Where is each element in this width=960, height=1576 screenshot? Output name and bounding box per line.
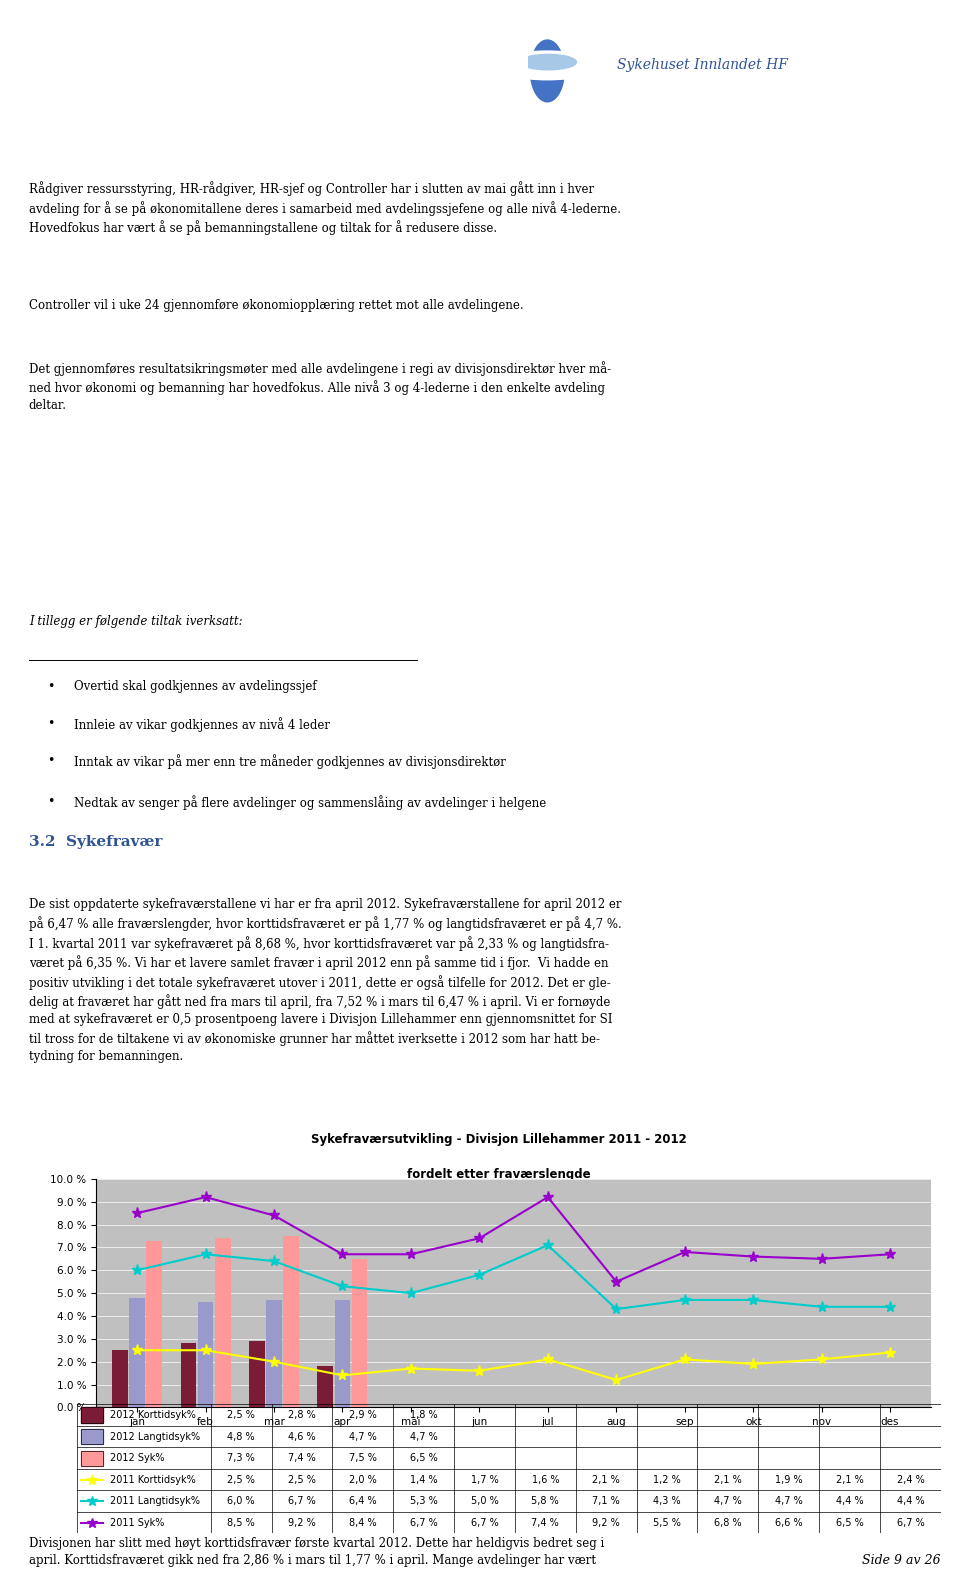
- Text: Inntak av vikar på mer enn tre måneder godkjennes av divisjonsdirektør: Inntak av vikar på mer enn tre måneder g…: [74, 753, 506, 769]
- Text: 5,3 %: 5,3 %: [410, 1496, 438, 1507]
- Text: fordelt etter fraværslengde: fordelt etter fraværslengde: [407, 1168, 591, 1180]
- Text: 1,8 %: 1,8 %: [410, 1411, 438, 1420]
- Text: 9,2 %: 9,2 %: [288, 1518, 316, 1527]
- Text: 4,4 %: 4,4 %: [836, 1496, 863, 1507]
- Text: 4,7 %: 4,7 %: [714, 1496, 742, 1507]
- Bar: [81, 1450, 103, 1466]
- Text: 2011 Langtidsyk%: 2011 Langtidsyk%: [109, 1496, 200, 1507]
- Text: 2,1 %: 2,1 %: [835, 1475, 863, 1485]
- Text: 2,5 %: 2,5 %: [288, 1475, 316, 1485]
- Text: 8,4 %: 8,4 %: [349, 1518, 376, 1527]
- Bar: [249, 1341, 265, 1407]
- Bar: [81, 1407, 103, 1423]
- Text: 2,5 %: 2,5 %: [228, 1475, 255, 1485]
- Text: 6,5 %: 6,5 %: [410, 1453, 438, 1463]
- Text: 7,3 %: 7,3 %: [228, 1453, 255, 1463]
- Bar: [318, 1366, 333, 1407]
- Text: 2012 Korttidsyk%: 2012 Korttidsyk%: [109, 1411, 196, 1420]
- Text: 2,8 %: 2,8 %: [288, 1411, 316, 1420]
- Bar: [351, 1259, 368, 1407]
- Text: 7,1 %: 7,1 %: [592, 1496, 620, 1507]
- Text: 2011 Korttidsyk%: 2011 Korttidsyk%: [109, 1475, 196, 1485]
- Bar: [146, 1240, 162, 1407]
- Circle shape: [520, 54, 576, 69]
- Circle shape: [495, 50, 600, 80]
- Text: 6,7 %: 6,7 %: [897, 1518, 924, 1527]
- Text: Innleie av vikar godkjennes av nivå 4 leder: Innleie av vikar godkjennes av nivå 4 le…: [74, 717, 330, 731]
- Bar: [266, 1300, 282, 1407]
- Text: 8,5 %: 8,5 %: [228, 1518, 255, 1527]
- Text: 6,7 %: 6,7 %: [288, 1496, 316, 1507]
- Text: 7,4 %: 7,4 %: [532, 1518, 560, 1527]
- Text: 4,8 %: 4,8 %: [228, 1431, 255, 1442]
- Text: 9,2 %: 9,2 %: [592, 1518, 620, 1527]
- Text: 3.2  Sykefravær: 3.2 Sykefravær: [29, 835, 162, 849]
- Text: 2011 Syk%: 2011 Syk%: [109, 1518, 164, 1527]
- Bar: [180, 1343, 196, 1407]
- Text: •: •: [47, 794, 54, 808]
- Text: 2,1 %: 2,1 %: [592, 1475, 620, 1485]
- Text: Side 9 av 26: Side 9 av 26: [862, 1554, 941, 1567]
- Text: Divisjonen har slitt med høyt korttidsfravær første kvartal 2012. Dette har held: Divisjonen har slitt med høyt korttidsfr…: [29, 1537, 604, 1567]
- Polygon shape: [531, 39, 564, 102]
- Text: 6,0 %: 6,0 %: [228, 1496, 255, 1507]
- Bar: [81, 1407, 103, 1423]
- Text: 1,7 %: 1,7 %: [470, 1475, 498, 1485]
- Text: 5,5 %: 5,5 %: [653, 1518, 681, 1527]
- Bar: [130, 1297, 145, 1407]
- Bar: [215, 1239, 230, 1407]
- Text: 7,4 %: 7,4 %: [288, 1453, 316, 1463]
- Text: 6,5 %: 6,5 %: [835, 1518, 863, 1527]
- Text: 4,4 %: 4,4 %: [897, 1496, 924, 1507]
- Text: 4,6 %: 4,6 %: [288, 1431, 316, 1442]
- Bar: [81, 1450, 103, 1466]
- Bar: [335, 1300, 350, 1407]
- Text: 6,8 %: 6,8 %: [714, 1518, 742, 1527]
- Bar: [81, 1429, 103, 1444]
- Text: 4,3 %: 4,3 %: [653, 1496, 681, 1507]
- Text: •: •: [47, 681, 54, 693]
- Text: 2,1 %: 2,1 %: [714, 1475, 742, 1485]
- Text: Nedtak av senger på flere avdelinger og sammenslåing av avdelinger i helgene: Nedtak av senger på flere avdelinger og …: [74, 794, 546, 810]
- Text: Sykehuset Innlandet HF: Sykehuset Innlandet HF: [616, 58, 787, 72]
- Text: De sist oppdaterte sykefraværstallene vi har er fra april 2012. Sykefraværstalle: De sist oppdaterte sykefraværstallene vi…: [29, 898, 621, 1064]
- Text: 1,4 %: 1,4 %: [410, 1475, 438, 1485]
- Text: 2012 Syk%: 2012 Syk%: [109, 1453, 164, 1463]
- Text: 2,4 %: 2,4 %: [897, 1475, 924, 1485]
- Text: 7,5 %: 7,5 %: [348, 1453, 376, 1463]
- Text: 1,2 %: 1,2 %: [653, 1475, 681, 1485]
- Text: 4,7 %: 4,7 %: [348, 1431, 376, 1442]
- Text: 6,6 %: 6,6 %: [775, 1518, 803, 1527]
- Text: •: •: [47, 717, 54, 730]
- Text: 2,5 %: 2,5 %: [228, 1411, 255, 1420]
- Bar: [198, 1302, 213, 1407]
- Text: 5,8 %: 5,8 %: [532, 1496, 560, 1507]
- Text: 2,0 %: 2,0 %: [348, 1475, 376, 1485]
- Text: 5,0 %: 5,0 %: [470, 1496, 498, 1507]
- Text: 1,9 %: 1,9 %: [775, 1475, 803, 1485]
- Text: 6,7 %: 6,7 %: [470, 1518, 498, 1527]
- Bar: [112, 1351, 128, 1407]
- Text: Controller vil i uke 24 gjennomføre økonomiopplæring rettet mot alle avdelingene: Controller vil i uke 24 gjennomføre økon…: [29, 299, 523, 312]
- Text: Sykefraværsutvikling - Divisjon Lillehammer 2011 - 2012: Sykefraværsutvikling - Divisjon Lilleham…: [311, 1133, 687, 1146]
- Text: Overtid skal godkjennes av avdelingssjef: Overtid skal godkjennes av avdelingssjef: [74, 681, 317, 693]
- Text: I tillegg er følgende tiltak iverksatt:: I tillegg er følgende tiltak iverksatt:: [29, 615, 243, 627]
- Text: 6,4 %: 6,4 %: [349, 1496, 376, 1507]
- Text: 4,7 %: 4,7 %: [775, 1496, 803, 1507]
- Bar: [283, 1236, 299, 1407]
- Text: 1,6 %: 1,6 %: [532, 1475, 559, 1485]
- Text: Rådgiver ressursstyring, HR-rådgiver, HR-sjef og Controller har i slutten av mai: Rådgiver ressursstyring, HR-rådgiver, HR…: [29, 181, 621, 235]
- Text: 4,7 %: 4,7 %: [410, 1431, 438, 1442]
- Text: 2012 Langtidsyk%: 2012 Langtidsyk%: [109, 1431, 200, 1442]
- Bar: [81, 1429, 103, 1444]
- Text: Det gjennomføres resultatsikringsmøter med alle avdelingene i regi av divisjonsd: Det gjennomføres resultatsikringsmøter m…: [29, 361, 611, 413]
- Text: •: •: [47, 753, 54, 768]
- Text: 6,7 %: 6,7 %: [410, 1518, 438, 1527]
- Text: 2,9 %: 2,9 %: [348, 1411, 376, 1420]
